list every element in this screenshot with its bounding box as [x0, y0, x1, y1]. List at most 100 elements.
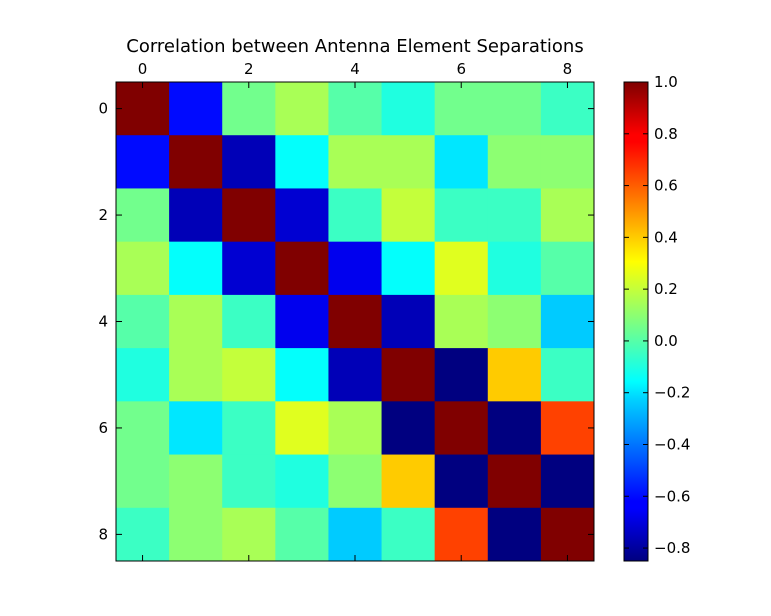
y-tick-label: 0: [98, 100, 108, 118]
heatmap-cell-4-3: [275, 294, 329, 349]
heatmap-cell-4-1: [169, 294, 223, 349]
heatmap-cells: [116, 82, 595, 562]
colorbar-tick-label: 1.0: [654, 73, 678, 91]
heatmap-cell-7-2: [222, 454, 276, 509]
y-tick-label: 2: [98, 206, 108, 224]
heatmap-cell-7-7: [487, 454, 542, 509]
heatmap-cell-6-3: [275, 401, 329, 456]
x-tick-label: 8: [563, 60, 573, 78]
heatmap-cell-8-7: [487, 507, 542, 562]
heatmap-cell-4-2: [222, 294, 276, 349]
heatmap-cell-8-6: [434, 507, 489, 562]
heatmap-cell-3-0: [116, 241, 170, 296]
heatmap-cell-3-1: [169, 241, 223, 296]
heatmap-cell-0-5: [381, 82, 436, 136]
heatmap-cell-0-8: [540, 82, 595, 136]
colorbar-tick-label: −0.8: [654, 539, 690, 557]
heatmap-cell-0-7: [487, 82, 542, 136]
heatmap-cell-1-2: [222, 135, 276, 189]
heatmap-cell-8-8: [540, 507, 595, 562]
heatmap-cell-4-0: [116, 294, 170, 349]
colorbar-tick-label: 0.2: [654, 280, 678, 298]
colorbar-fill: [624, 82, 648, 561]
heatmap-cell-1-3: [275, 135, 329, 189]
heatmap-cell-0-4: [328, 82, 383, 136]
heatmap-cell-2-8: [540, 188, 595, 243]
heatmap-cell-7-8: [540, 454, 595, 509]
heatmap-cell-8-5: [381, 507, 436, 562]
heatmap-cell-6-0: [116, 401, 170, 456]
heatmap-cell-2-3: [275, 188, 329, 243]
heatmap-cell-0-3: [275, 82, 329, 136]
heatmap-cell-4-5: [381, 294, 436, 349]
colorbar-tick-label: −0.6: [654, 487, 690, 505]
heatmap-cell-6-5: [381, 401, 436, 456]
heatmap-cell-7-0: [116, 454, 170, 509]
heatmap-cell-5-6: [434, 348, 489, 402]
heatmap-cell-5-4: [328, 348, 383, 402]
heatmap-cell-0-1: [169, 82, 223, 136]
x-tick-label: 6: [456, 60, 466, 78]
heatmap-cell-2-7: [487, 188, 542, 243]
heatmap-cell-4-7: [487, 294, 542, 349]
heatmap-cell-7-6: [434, 454, 489, 509]
heatmap-cell-4-4: [328, 294, 383, 349]
heatmap-cell-6-2: [222, 401, 276, 456]
colorbar: 1.0 0.8 0.6 0.4 0.2 0.0 −0.2 −0.4 −0.6 −0.8: [623, 73, 690, 562]
heatmap-cell-5-8: [540, 348, 595, 402]
heatmap-cell-6-4: [328, 401, 383, 456]
heatmap-cell-3-8: [540, 241, 595, 296]
colorbar-tick-label: −0.2: [654, 384, 690, 402]
heatmap-cell-3-3: [275, 241, 329, 296]
colorbar-frame: [623, 81, 649, 562]
heatmap-cell-8-0: [116, 507, 170, 562]
heatmap-cell-2-4: [328, 188, 383, 243]
heatmap-cell-6-1: [169, 401, 223, 456]
heatmap-cell-2-5: [381, 188, 436, 243]
heatmap-cell-7-5: [381, 454, 436, 509]
heatmap-cell-3-2: [222, 241, 276, 296]
colorbar-tick-label: 0.4: [654, 228, 678, 246]
heatmap-cell-2-0: [116, 188, 170, 243]
heatmap-cell-1-5: [381, 135, 436, 189]
heatmap-cell-8-3: [275, 507, 329, 562]
y-tick-label: 6: [98, 419, 108, 437]
heatmap-cell-5-1: [169, 348, 223, 402]
heatmap-cell-6-8: [540, 401, 595, 456]
heatmap-cell-2-2: [222, 188, 276, 243]
heatmap-cell-6-7: [487, 401, 542, 456]
y-tick-label: 4: [98, 313, 108, 331]
colorbar-tick-label: 0.0: [654, 332, 678, 350]
heatmap-cell-7-1: [169, 454, 223, 509]
heatmap-cell-5-7: [487, 348, 542, 402]
heatmap-cell-1-6: [434, 135, 489, 189]
heatmap-cell-8-2: [222, 507, 276, 562]
heatmap-cell-0-6: [434, 82, 489, 136]
heatmap-cell-0-0: [116, 82, 170, 136]
heatmap-cell-8-4: [328, 507, 383, 562]
heatmap-cell-7-4: [328, 454, 383, 509]
x-tick-label: 2: [244, 60, 254, 78]
heatmap-cell-1-4: [328, 135, 383, 189]
heatmap-cell-1-7: [487, 135, 542, 189]
heatmap-cell-3-5: [381, 241, 436, 296]
x-tick-label: 0: [138, 60, 148, 78]
heatmap-cell-6-6: [434, 401, 489, 456]
heatmap-cell-1-1: [169, 135, 223, 189]
heatmap-cell-5-5: [381, 348, 436, 402]
heatmap-cell-5-2: [222, 348, 276, 402]
heatmap-cell-1-8: [540, 135, 595, 189]
heatmap-cell-0-2: [222, 82, 276, 136]
heatmap-cell-3-7: [487, 241, 542, 296]
heatmap-cell-2-1: [169, 188, 223, 243]
heatmap-cell-3-6: [434, 241, 489, 296]
y-tick-label: 8: [98, 525, 108, 543]
heatmap-cell-7-3: [275, 454, 329, 509]
heatmap-cell-2-6: [434, 188, 489, 243]
colorbar-tick-label: 0.8: [654, 125, 678, 143]
heatmap-cell-4-8: [540, 294, 595, 349]
chart-title: Correlation between Antenna Element Sepa…: [126, 36, 583, 57]
heatmap-axes: 0 2 4 6 8 0 2 4 6 8: [98, 60, 595, 562]
heatmap-cell-3-4: [328, 241, 383, 296]
